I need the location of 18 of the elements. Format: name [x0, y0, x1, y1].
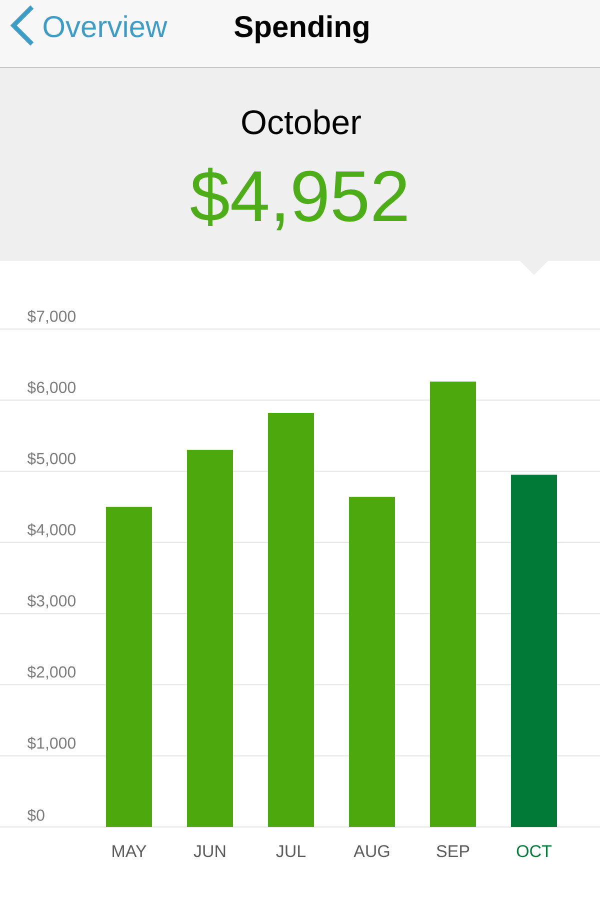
- y-tick-label: $6,000: [27, 381, 76, 395]
- y-tick-label: $1,000: [27, 736, 76, 751]
- y-tick-label: $2,000: [27, 666, 76, 680]
- y-tick-label: $4,000: [27, 523, 76, 538]
- y-tick-label: $0: [27, 808, 44, 822]
- x-tick-label: MAY: [112, 845, 146, 857]
- y-tick-label: $7,000: [27, 310, 76, 324]
- text: $4,952: [190, 168, 406, 230]
- y-tick-label: $5,000: [27, 452, 76, 466]
- text: Overview: [44, 15, 168, 38]
- x-tick-label: AUG: [354, 845, 390, 858]
- x-tick-label: JUL: [276, 845, 306, 858]
- x-tick-label: SEP: [436, 845, 470, 858]
- chart-subtitle: October: [242, 109, 361, 134]
- x-tick-label: JUN: [194, 845, 226, 858]
- y-tick-label: $3,000: [27, 594, 76, 608]
- chart-title: Spending: [234, 15, 368, 44]
- x-tick-label: OCT: [516, 845, 552, 858]
